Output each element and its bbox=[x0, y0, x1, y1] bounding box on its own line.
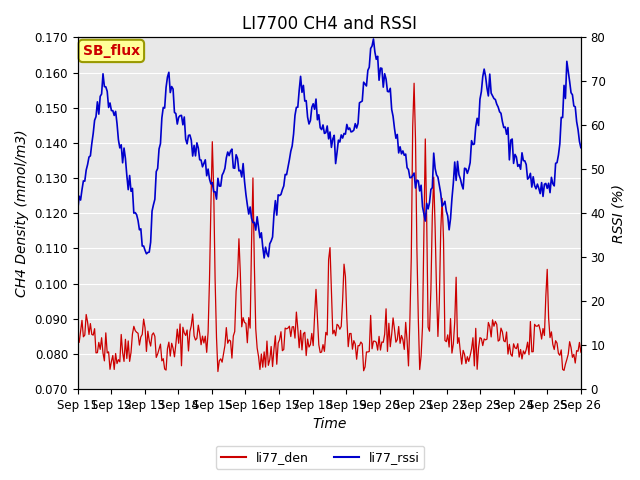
li77_den bbox=[577, 349, 585, 355]
li77_den bbox=[242, 321, 250, 326]
li77_rssi bbox=[577, 145, 585, 151]
X-axis label: Time: Time bbox=[312, 418, 346, 432]
Text: SB_flux: SB_flux bbox=[83, 44, 140, 58]
li77_den bbox=[295, 345, 303, 351]
Line: li77_den: li77_den bbox=[78, 83, 581, 372]
li77_den bbox=[552, 338, 559, 344]
Y-axis label: CH4 Density (mmol/m3): CH4 Density (mmol/m3) bbox=[15, 130, 29, 297]
li77_den bbox=[214, 369, 221, 374]
Y-axis label: RSSI (%): RSSI (%) bbox=[611, 184, 625, 243]
Title: LI7700 CH4 and RSSI: LI7700 CH4 and RSSI bbox=[242, 15, 417, 33]
li77_den bbox=[74, 335, 82, 341]
li77_den bbox=[136, 342, 143, 348]
li77_rssi bbox=[136, 227, 143, 233]
Legend: li77_den, li77_rssi: li77_den, li77_rssi bbox=[216, 446, 424, 469]
li77_den bbox=[410, 80, 418, 86]
li77_rssi bbox=[224, 149, 232, 155]
li77_rssi bbox=[249, 220, 257, 226]
li77_rssi bbox=[241, 179, 248, 184]
li77_den bbox=[225, 337, 233, 343]
li77_rssi bbox=[260, 255, 268, 261]
Line: li77_rssi: li77_rssi bbox=[78, 39, 581, 258]
li77_den bbox=[250, 262, 258, 267]
li77_rssi bbox=[370, 36, 378, 42]
li77_rssi bbox=[552, 160, 559, 166]
li77_rssi bbox=[74, 207, 82, 213]
li77_rssi bbox=[295, 87, 303, 93]
